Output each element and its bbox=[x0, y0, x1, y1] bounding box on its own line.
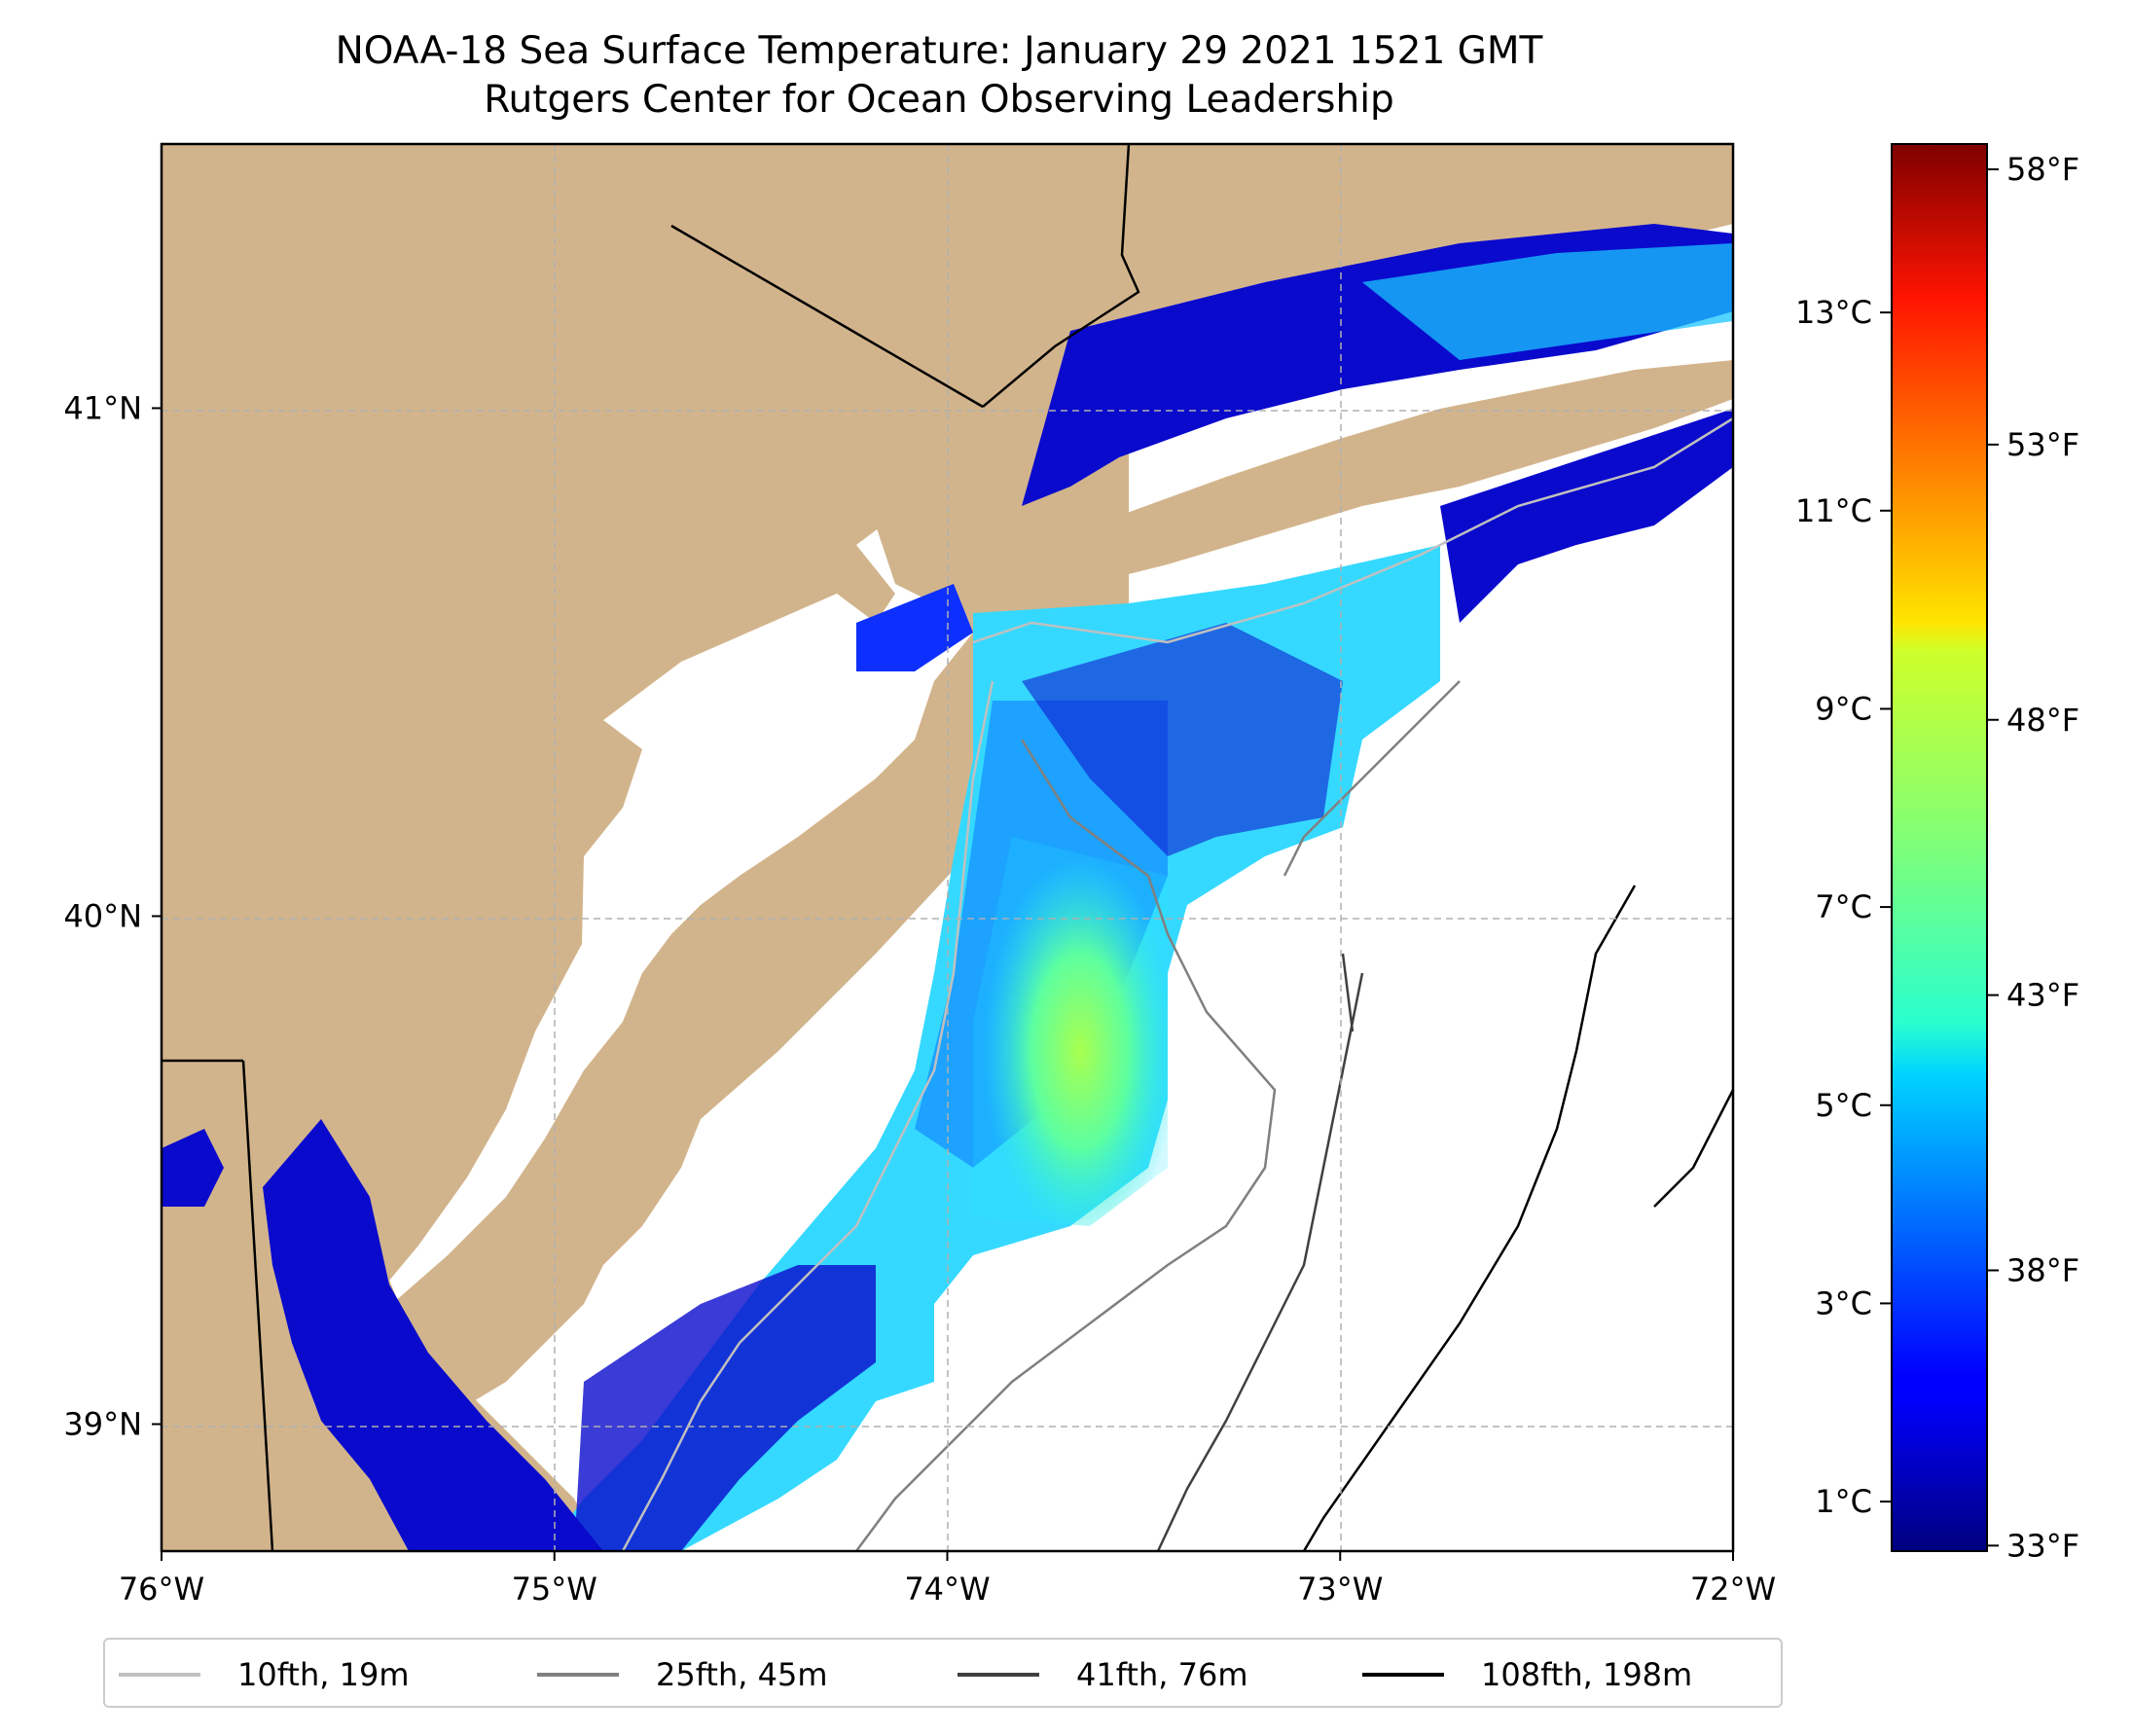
legend-label-10fth: 10fth, 19m bbox=[237, 1656, 410, 1693]
legend-swatch-25fth bbox=[537, 1673, 619, 1677]
fahrenheit-tick-label: 53°F bbox=[2006, 426, 2079, 463]
contour-108fth bbox=[1302, 885, 1733, 1551]
celsius-tick-label: 9°C bbox=[1815, 690, 1872, 727]
celsius-tick-label: 5°C bbox=[1815, 1087, 1872, 1124]
x-tick-label: 74°W bbox=[904, 1571, 990, 1608]
legend: 10fth, 19m 25fth, 45m 41fth, 76m 108fth,… bbox=[103, 1638, 1783, 1708]
legend-item-25fth: 25fth, 45m bbox=[537, 1640, 827, 1710]
colorbar-celsius-ticks: 1°C 3°C 5°C 7°C 9°C 11°C 13°C bbox=[1795, 294, 1892, 1520]
celsius-tick-label: 3°C bbox=[1815, 1284, 1872, 1321]
x-tick-label: 72°W bbox=[1690, 1571, 1776, 1608]
land-new-jersey bbox=[162, 144, 1129, 1440]
x-axis: 76°W 75°W 74°W 73°W 72°W bbox=[119, 1551, 1776, 1608]
y-tick-label: 41°N bbox=[63, 389, 142, 426]
y-axis: 41°N 40°N 39°N bbox=[63, 389, 162, 1442]
gridlines bbox=[162, 144, 1733, 1551]
bathymetry-contours bbox=[621, 416, 1733, 1551]
legend-swatch-10fth bbox=[119, 1673, 200, 1677]
y-tick-label: 39°N bbox=[63, 1405, 142, 1442]
legend-swatch-108fth bbox=[1362, 1673, 1444, 1677]
legend-label-25fth: 25fth, 45m bbox=[656, 1656, 828, 1693]
land-long-island bbox=[1051, 360, 1733, 594]
y-tick-label: 40°N bbox=[63, 897, 142, 934]
legend-label-108fth: 108fth, 198m bbox=[1481, 1656, 1693, 1693]
celsius-tick-label: 11°C bbox=[1795, 492, 1872, 529]
legend-item-108fth: 108fth, 198m bbox=[1362, 1640, 1692, 1710]
sst-swath bbox=[162, 224, 1733, 1551]
contour-25fth bbox=[854, 680, 1461, 1551]
colorbar-fahrenheit-ticks: 33°F 38°F 43°F 48°F 53°F 58°F bbox=[1987, 151, 2079, 1564]
legend-swatch-41fth bbox=[958, 1673, 1039, 1677]
contour-10fth bbox=[621, 416, 1733, 1551]
fahrenheit-tick-label: 33°F bbox=[2006, 1527, 2079, 1564]
state-borders bbox=[162, 144, 1140, 1551]
x-tick-label: 73°W bbox=[1297, 1571, 1383, 1608]
x-tick-label: 75°W bbox=[512, 1571, 597, 1608]
legend-item-41fth: 41fth, 76m bbox=[958, 1640, 1247, 1710]
fahrenheit-tick-label: 58°F bbox=[2006, 151, 2079, 188]
legend-label-41fth: 41fth, 76m bbox=[1076, 1656, 1248, 1693]
x-tick-label: 76°W bbox=[119, 1571, 204, 1608]
chart-subtitle: Rutgers Center for Ocean Observing Leade… bbox=[484, 78, 1394, 122]
colorbar bbox=[1891, 143, 1988, 1552]
legend-item-10fth: 10fth, 19m bbox=[119, 1640, 409, 1710]
fahrenheit-tick-label: 48°F bbox=[2006, 702, 2079, 739]
chart-title: NOAA-18 Sea Surface Temperature: January… bbox=[335, 29, 1543, 73]
celsius-tick-label: 13°C bbox=[1795, 294, 1872, 331]
celsius-tick-label: 1°C bbox=[1815, 1483, 1872, 1520]
map-layer bbox=[162, 144, 1733, 1551]
celsius-tick-label: 7°C bbox=[1815, 888, 1872, 925]
fahrenheit-tick-label: 43°F bbox=[2006, 977, 2079, 1014]
fahrenheit-tick-label: 38°F bbox=[2006, 1251, 2079, 1288]
contour-41fth bbox=[1156, 953, 1364, 1551]
